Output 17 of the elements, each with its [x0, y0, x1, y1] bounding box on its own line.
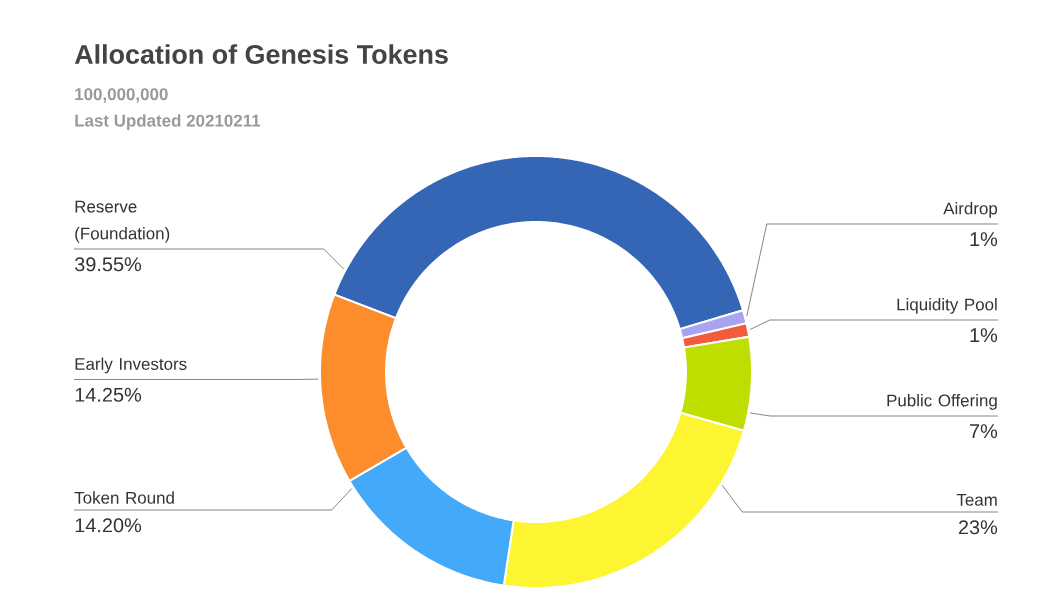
slice-label: Reserve (Foundation)	[75, 200, 170, 243]
slice-label: Public Offering	[887, 394, 997, 410]
data-label: 1%	[970, 232, 998, 247]
data-label: 7%	[970, 424, 998, 439]
data-label: 1%	[970, 328, 998, 343]
slice-label: Airdrop	[943, 202, 998, 218]
data-label: 14.20%	[75, 518, 142, 533]
slice-label: Token Round	[74, 491, 174, 504]
text: Last Updated 20210211	[75, 114, 261, 130]
chart-subtitle: 100,000,000	[75, 88, 168, 103]
data-label: 23%	[958, 520, 998, 535]
slice-label: Team	[956, 493, 997, 506]
slice-label: Liquidity Pool	[897, 298, 997, 314]
slice-label: Early Investors	[75, 357, 187, 374]
data-label: 14.25%	[75, 387, 142, 402]
data-label: 39.55%	[74, 257, 142, 272]
chart-title: Allocation of Genesis Tokens	[74, 44, 448, 64]
